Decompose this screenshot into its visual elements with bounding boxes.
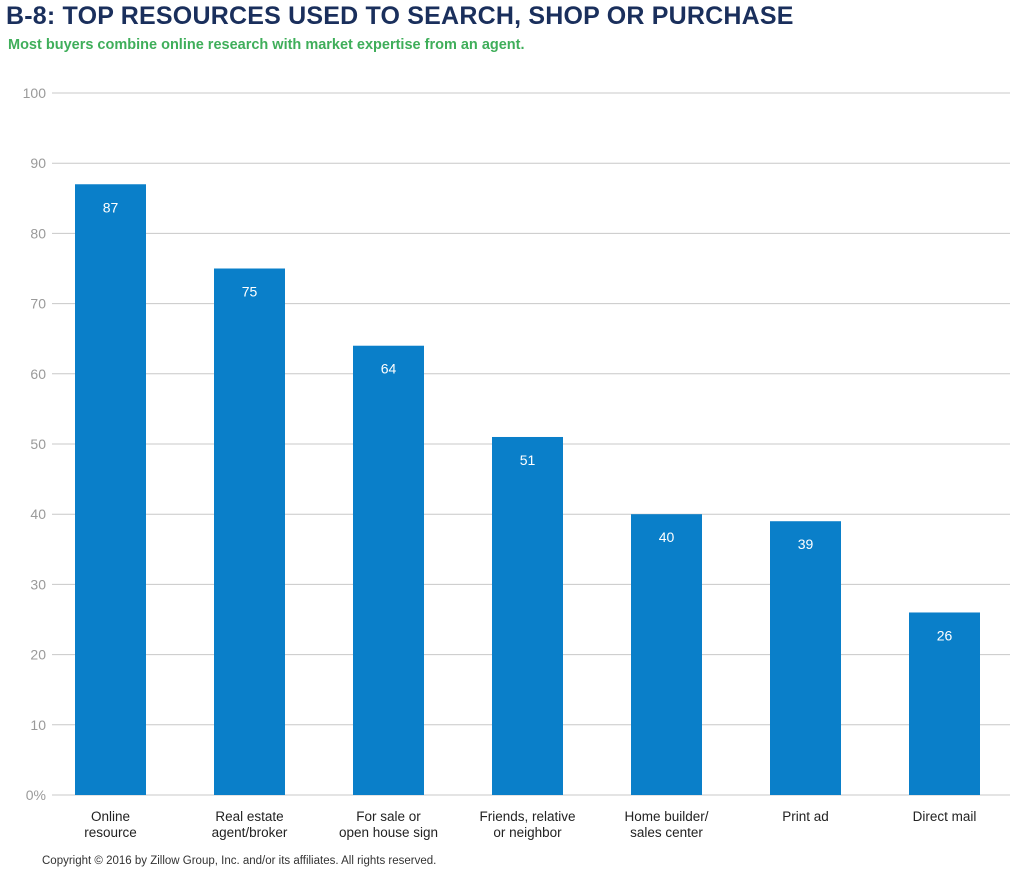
- bar-value-label: 26: [937, 627, 953, 643]
- x-tick-label: or neighbor: [493, 825, 562, 840]
- bar-value-label: 75: [242, 284, 258, 300]
- bar-value-label: 40: [659, 529, 675, 545]
- bar: [909, 612, 980, 795]
- bar-value-label: 51: [520, 452, 536, 468]
- y-tick-label: 40: [30, 506, 46, 522]
- x-tick-label: Home builder/: [624, 809, 708, 824]
- y-tick-label: 100: [23, 85, 47, 101]
- bar-value-labels: 87 75 64 51 40 39 26: [103, 199, 953, 643]
- x-tick-label: Print ad: [782, 809, 829, 824]
- x-tick-label: Real estate: [215, 809, 283, 824]
- y-tick-label: 0%: [26, 787, 46, 803]
- copyright-footer: Copyright © 2016 by Zillow Group, Inc. a…: [42, 855, 437, 867]
- y-tick-label: 20: [30, 647, 46, 663]
- y-tick-label: 50: [30, 436, 46, 452]
- y-tick-label: 70: [30, 296, 46, 312]
- bar: [770, 521, 841, 795]
- bars: [75, 184, 980, 795]
- bar: [631, 514, 702, 795]
- y-axis-ticks: 0% 10 20 30 40 50 60 70 80 90 100: [23, 85, 47, 803]
- bar-value-label: 64: [381, 361, 397, 377]
- x-tick-label: Online: [91, 809, 130, 824]
- bar: [214, 268, 285, 795]
- bar: [492, 436, 563, 795]
- x-tick-label: resource: [84, 825, 137, 840]
- bar: [353, 345, 424, 795]
- chart-subtitle: Most buyers combine online research with…: [8, 37, 525, 53]
- y-tick-label: 60: [30, 366, 46, 382]
- bar-value-label: 87: [103, 199, 119, 215]
- x-tick-label: For sale or: [356, 809, 421, 824]
- y-tick-label: 30: [30, 576, 46, 592]
- y-tick-label: 80: [30, 225, 46, 241]
- y-tick-label: 10: [30, 717, 46, 733]
- x-tick-label: open house sign: [339, 825, 438, 840]
- bar: [75, 184, 146, 795]
- x-tick-label: Direct mail: [913, 809, 977, 824]
- x-tick-label: Friends, relative: [479, 809, 575, 824]
- y-tick-label: 90: [30, 155, 46, 171]
- bar-value-label: 39: [798, 536, 814, 552]
- chart-title: B-8: TOP RESOURCES USED TO SEARCH, SHOP …: [6, 2, 794, 30]
- x-tick-label: agent/broker: [212, 825, 288, 840]
- x-tick-label: sales center: [630, 825, 703, 840]
